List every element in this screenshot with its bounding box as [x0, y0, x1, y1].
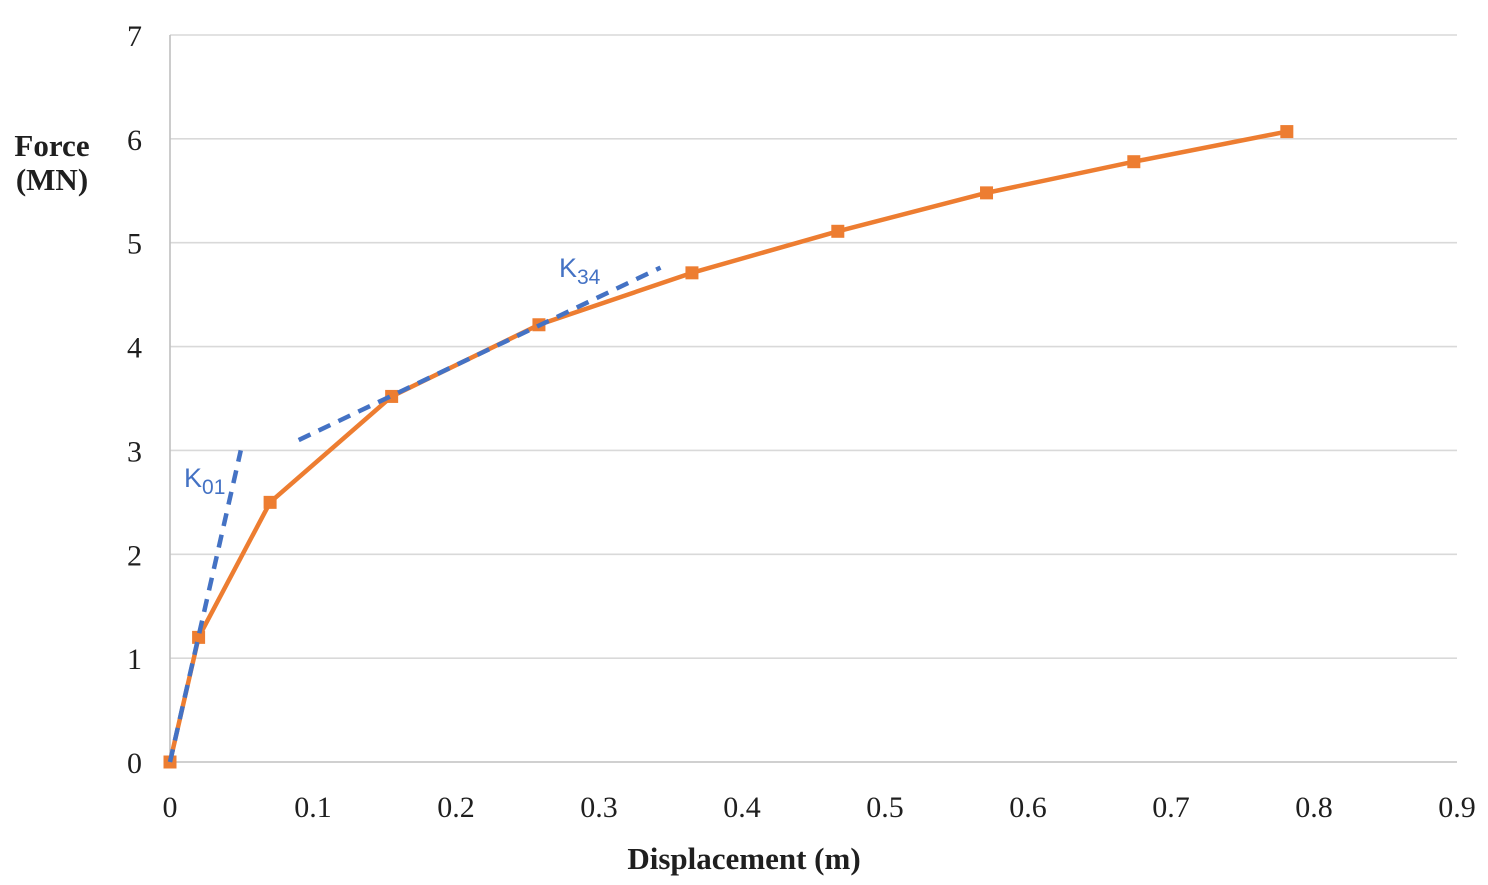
y-axis-title: Force (MN) [4, 129, 100, 197]
y-tick-label: 3 [127, 435, 142, 468]
x-tick-label: 0.3 [580, 791, 618, 824]
x-tick-label: 0.1 [294, 791, 332, 824]
y-tick-label: 0 [127, 747, 142, 780]
y-tick-label: 6 [127, 124, 142, 157]
x-tick-label: 0.9 [1438, 791, 1476, 824]
stiffness-line [167, 449, 243, 763]
y-tick-label: 1 [127, 643, 142, 676]
y-tick-label: 5 [127, 228, 142, 261]
x-tick-label: 0.4 [723, 791, 761, 824]
x-tick-label: 0.5 [866, 791, 904, 824]
x-tick-label: 0.6 [1009, 791, 1047, 824]
data-point-marker [831, 224, 845, 238]
x-tick-label: 0.8 [1295, 791, 1333, 824]
y-axis-title-line2: (MN) [15, 162, 89, 197]
data-point-marker [263, 495, 277, 509]
data-point-marker [685, 266, 699, 280]
stiffness-label: K34 [559, 253, 601, 289]
y-axis-title-line1: Force [14, 128, 90, 163]
x-axis-title: Displacement (m) [627, 841, 861, 876]
x-tick-label: 0 [163, 791, 178, 824]
data-point-marker [1280, 125, 1294, 139]
data-point-marker [1127, 155, 1141, 169]
y-tick-label: 2 [127, 539, 142, 572]
stiffness-line [297, 265, 662, 443]
x-tick-label: 0.7 [1152, 791, 1190, 824]
y-tick-label: 7 [127, 20, 142, 53]
stiffness-label: K01 [184, 463, 225, 499]
y-tick-label: 4 [127, 332, 142, 365]
data-point-marker [192, 630, 206, 644]
series-line [167, 129, 1290, 765]
x-tick-label: 0.2 [437, 791, 475, 824]
data-point-marker [980, 186, 994, 200]
